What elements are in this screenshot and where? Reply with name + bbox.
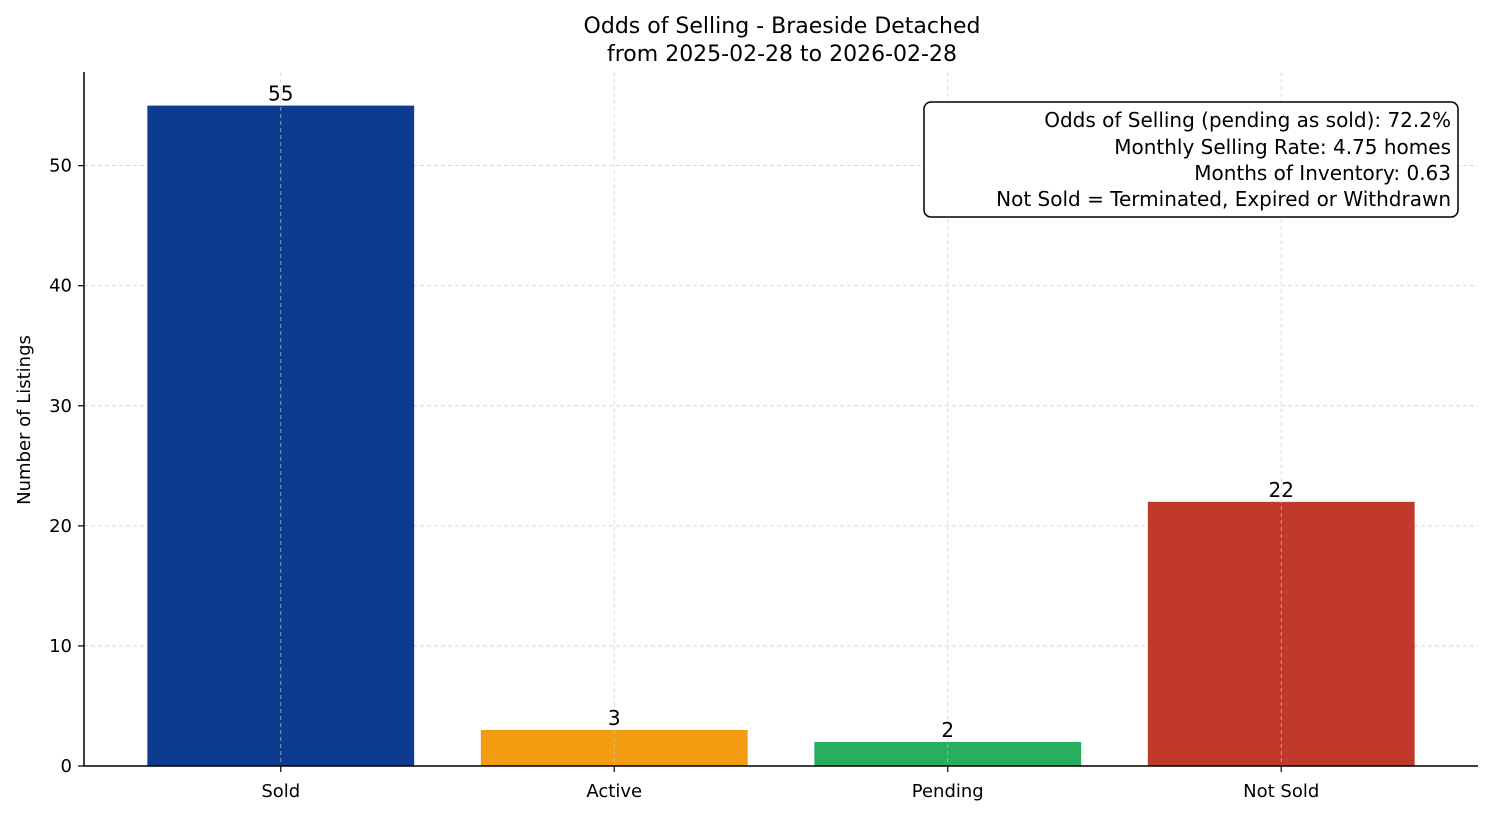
- x-tick-label: Sold: [261, 781, 300, 802]
- y-axis-label: Number of Listings: [14, 335, 35, 505]
- annotation-line: Months of Inventory: 0.63: [1194, 161, 1451, 185]
- annotation-line: Odds of Selling (pending as sold): 72.2%: [1044, 108, 1451, 132]
- data-label: 22: [1269, 478, 1294, 502]
- y-tick-label: 50: [49, 156, 72, 177]
- annotation-box: Odds of Selling (pending as sold): 72.2%…: [923, 101, 1459, 218]
- data-label: 3: [608, 706, 621, 730]
- x-tick-label: Pending: [912, 781, 984, 802]
- y-tick-label: 10: [49, 636, 72, 657]
- y-ticks: 0 10 20 30 40 50: [49, 156, 84, 777]
- annotation-line: Not Sold = Terminated, Expired or Withdr…: [996, 187, 1451, 211]
- y-tick-label: 40: [49, 276, 72, 297]
- x-ticks: Sold Active Pending Not Sold: [261, 766, 1319, 802]
- x-tick-label: Active: [586, 781, 642, 802]
- chart-subtitle: from 2025-02-28 to 2026-02-28: [607, 42, 957, 67]
- y-tick-label: 0: [61, 756, 72, 777]
- data-label: 55: [268, 82, 293, 106]
- data-label: 2: [941, 718, 954, 742]
- x-tick-label: Not Sold: [1243, 781, 1319, 802]
- y-tick-label: 20: [49, 516, 72, 537]
- annotation-frame: [923, 101, 1459, 218]
- chart-title: Odds of Selling - Braeside Detached: [584, 14, 981, 39]
- annotation-line: Monthly Selling Rate: 4.75 homes: [1114, 135, 1451, 159]
- bar-sold: [147, 105, 415, 766]
- y-tick-label: 30: [49, 396, 72, 417]
